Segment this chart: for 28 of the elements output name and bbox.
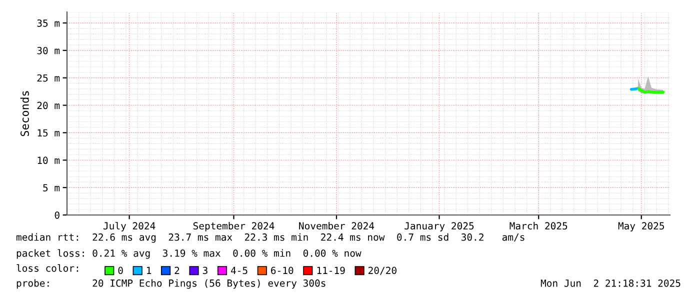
legend-label: 0 [118,266,123,274]
legend-label: 3 [202,266,208,274]
text: probe: 20 ICMP Echo Pings (56 Bytes) every 300s [16,279,326,289]
y-tick-label: 5 m [43,184,60,192]
x-tick-label: November 2024 [299,222,374,230]
legend-label: 6-10 [271,266,294,274]
x-tick-label: January 2025 [404,222,474,232]
legend-label: 4-5 [230,266,248,274]
x-tick-label: September 2024 [193,222,274,232]
x-tick-label: May 2025 [618,222,664,232]
legend-label: 11-19 [317,266,345,274]
text: packet loss: 0.21 % avg 3.19 % max 0.00 % min 0.00 % now [16,249,362,259]
text: Mon Jun 2 21:18:31 2025 [540,279,680,287]
legend-label: 20/20 [368,266,396,275]
y-tick-label: 0 [54,212,60,219]
x-tick-label: July 2024 [104,222,156,232]
y-tick-label: 35 m [37,19,60,27]
legend-label: 1 [147,266,152,274]
y-tick-label: 30 m [37,46,60,54]
text: median rtt: 22.6 ms avg 23.7 ms max 22.3 ms min 22.4 ms now 0.7 ms sd 30.2 am/s [16,233,524,243]
y-axis-title: Seconds [20,91,29,136]
legend-title: loss color: [16,264,78,272]
y-tick-label: 15 m [38,129,60,137]
x-tick-label: March 2025 [510,222,568,230]
y-tick-label: 20 m [37,102,60,110]
y-tick-label: 10 m [38,156,60,164]
legend-label: 2 [174,266,180,274]
y-tick-label: 25 m [37,74,60,82]
